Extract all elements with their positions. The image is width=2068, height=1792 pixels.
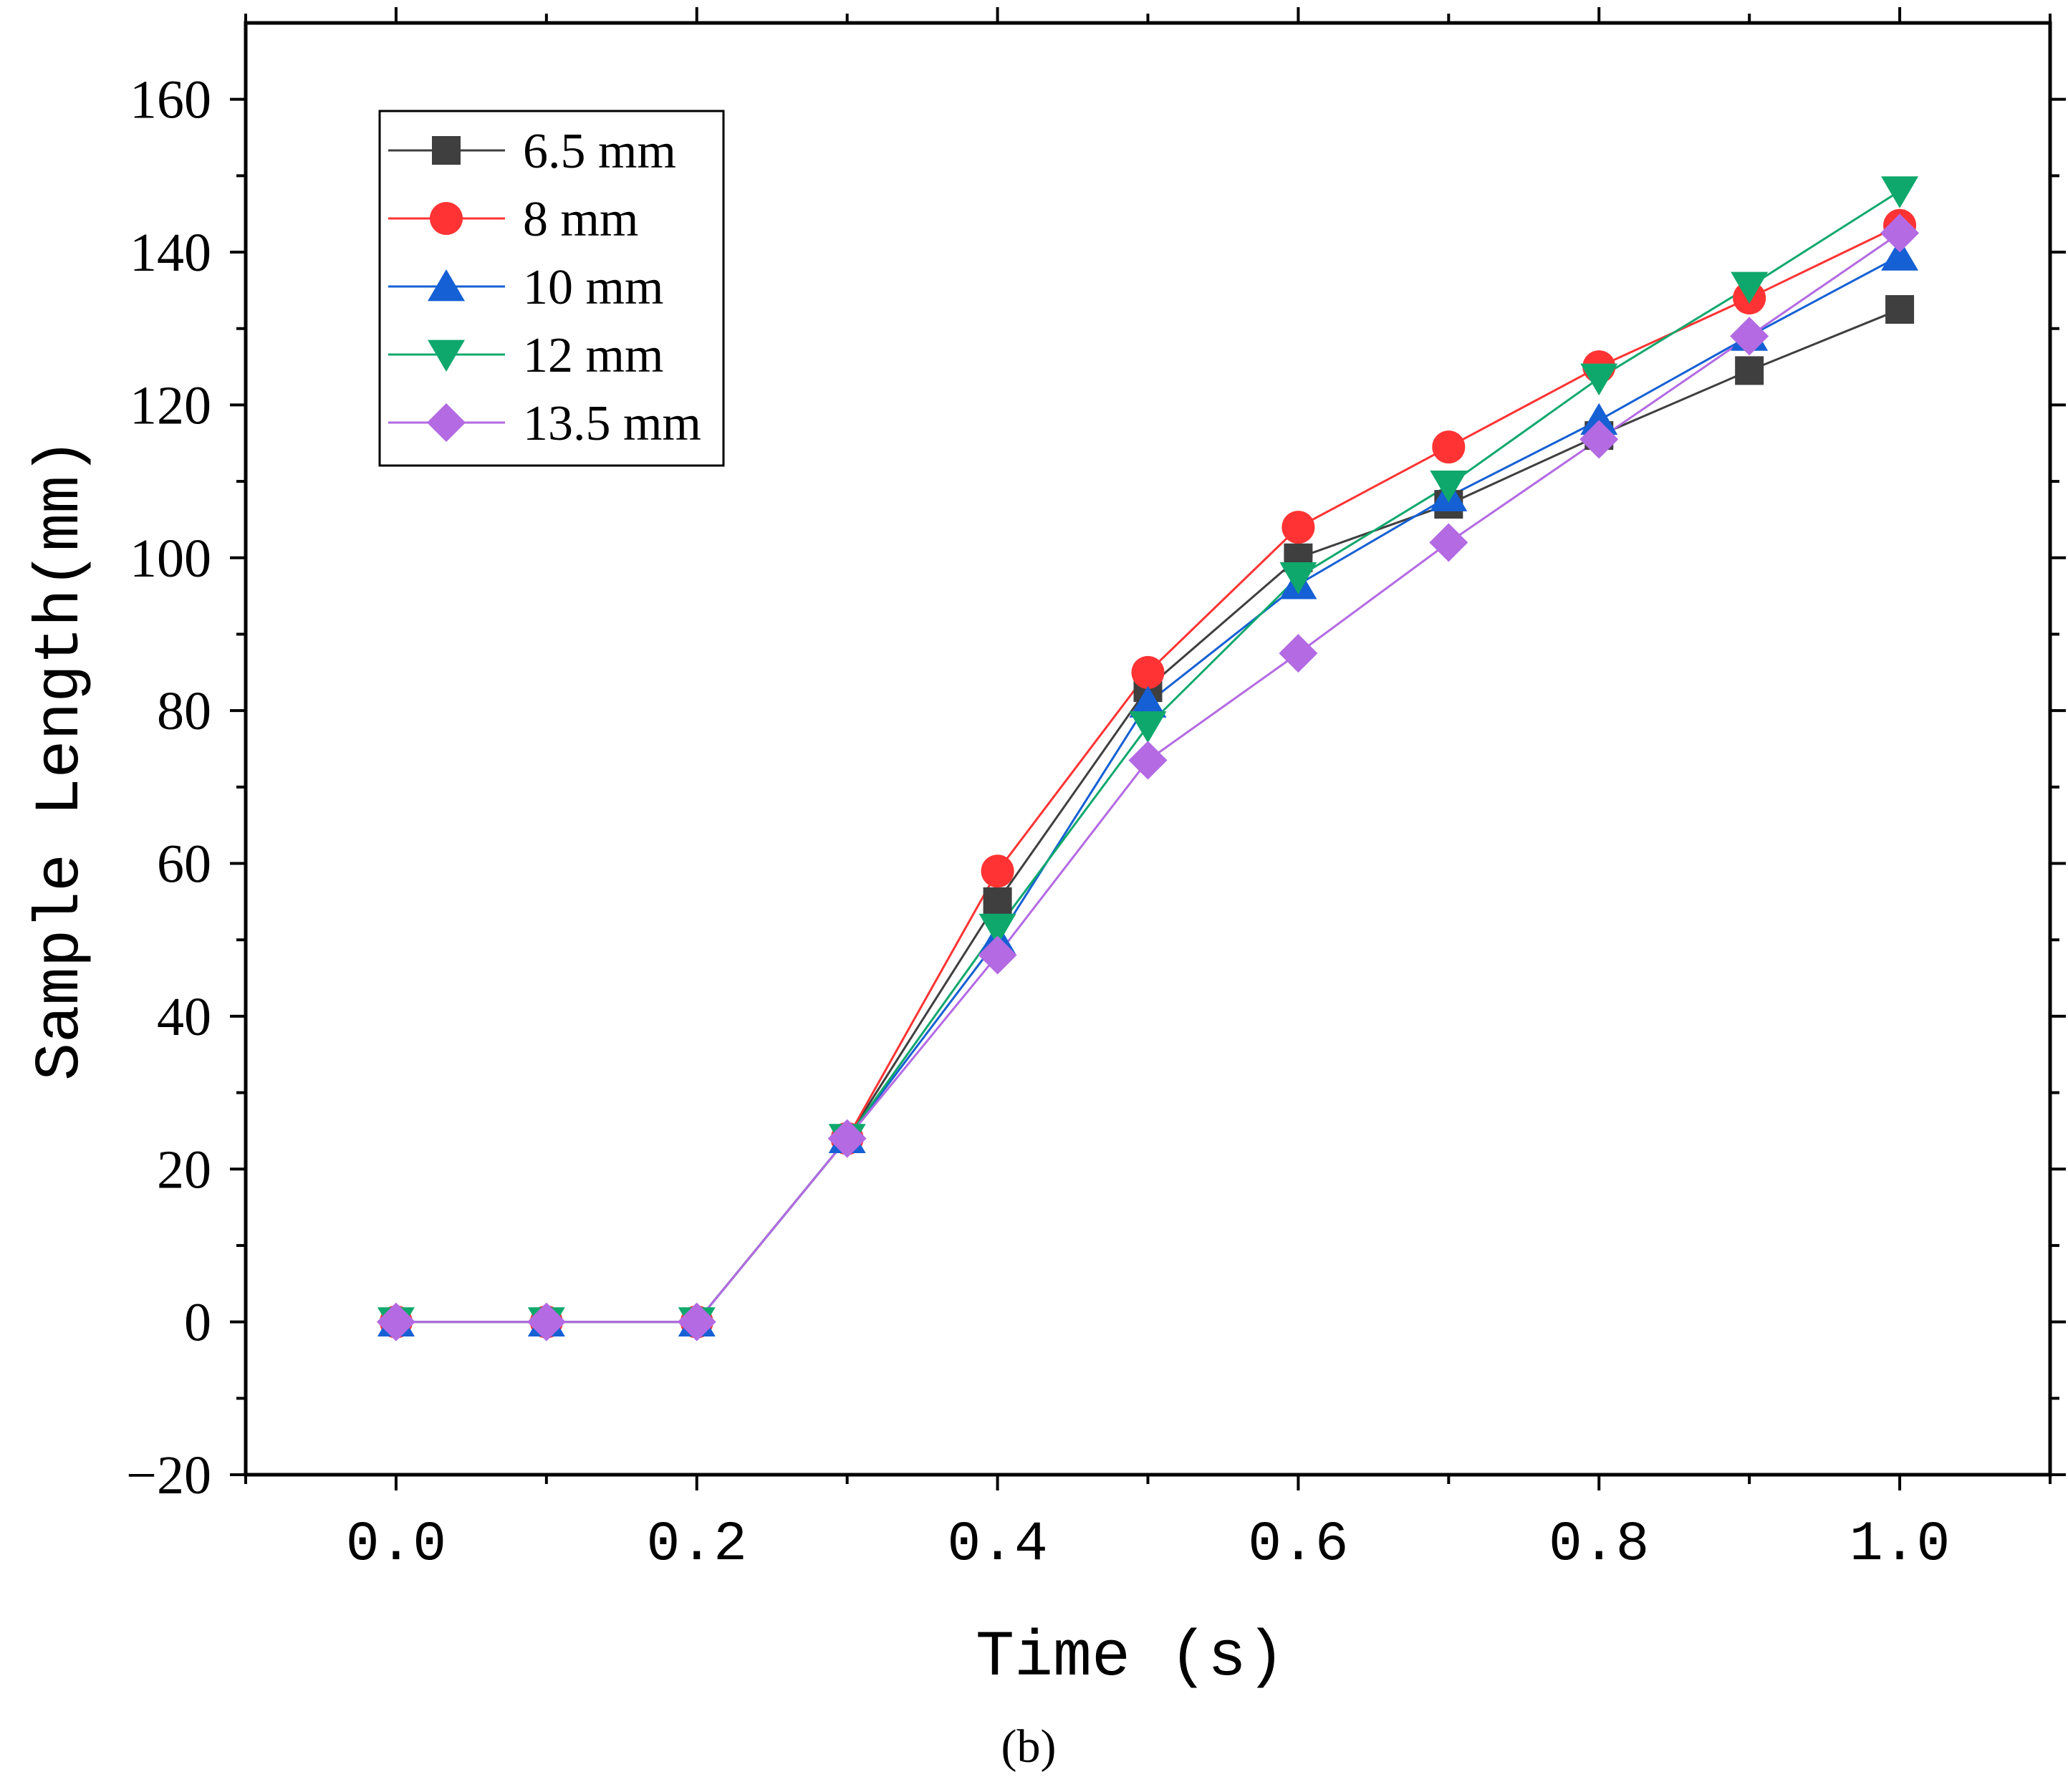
- data-point: [1731, 271, 1769, 304]
- y-tick-label: 120: [130, 375, 211, 435]
- data-point: [1281, 511, 1315, 544]
- legend-item: 13.5 mm: [388, 396, 701, 451]
- legend-marker: [427, 403, 466, 442]
- x-tick-label: 0.6: [1248, 1513, 1348, 1576]
- data-point: [1432, 430, 1466, 464]
- data-point: [1880, 213, 1920, 253]
- data-point: [1131, 655, 1165, 689]
- data-point: [1279, 562, 1317, 594]
- y-tick-label: 0: [184, 1293, 211, 1353]
- data-point: [1885, 295, 1915, 324]
- series-layer: [376, 176, 1920, 1341]
- data-point: [1580, 403, 1618, 435]
- y-tick-label: 140: [130, 223, 211, 283]
- legend-item: 6.5 mm: [388, 124, 676, 179]
- data-point: [1881, 176, 1919, 208]
- legend-marker: [432, 136, 461, 165]
- series-markers-13_5-mm: [376, 213, 1920, 1341]
- y-tick-label: 80: [157, 681, 211, 741]
- data-point: [1730, 317, 1769, 356]
- legend-label: 10 mm: [523, 260, 663, 315]
- data-point: [1580, 363, 1618, 396]
- legend-label: 8 mm: [523, 192, 638, 247]
- legend-label: 6.5 mm: [523, 124, 676, 179]
- x-tick-label: 0.0: [346, 1513, 446, 1576]
- data-point: [1128, 741, 1168, 780]
- data-point: [1881, 239, 1919, 271]
- legend-marker: [428, 269, 465, 302]
- legend-item: 12 mm: [388, 328, 663, 383]
- legend-label: 12 mm: [523, 328, 663, 383]
- data-point: [1735, 356, 1764, 385]
- x-tick-label: 0.4: [947, 1513, 1047, 1576]
- y-tick-label: −20: [126, 1445, 211, 1506]
- plot-area: 0.0 0.2 0.4 0.6 0.8 1.0 −20 0 20 40 60 80 100 120 140 1…: [126, 7, 2066, 1576]
- data-point: [981, 854, 1014, 888]
- y-tick-label: 100: [130, 529, 211, 589]
- data-point: [1129, 711, 1167, 743]
- x-tick-label: 0.8: [1549, 1513, 1649, 1576]
- x-tick-label: 1.0: [1850, 1513, 1950, 1576]
- data-point: [1129, 685, 1167, 718]
- legend-marker: [428, 339, 465, 372]
- data-point: [978, 913, 1016, 946]
- figure-caption: (b): [1001, 1720, 1057, 1773]
- x-axis-label: Time (s): [976, 1622, 1285, 1695]
- y-tick-label: 20: [157, 1140, 211, 1200]
- y-tick-label: 60: [157, 834, 211, 895]
- y-tick-label: 160: [130, 70, 211, 130]
- legend-item: 10 mm: [388, 260, 663, 315]
- data-point: [1579, 420, 1619, 459]
- data-point: [983, 887, 1012, 916]
- legend-marker: [430, 202, 463, 235]
- y-axis-label: Sample Length(mm): [26, 438, 97, 1081]
- data-point: [1429, 523, 1468, 562]
- legend-item: 8 mm: [388, 192, 638, 247]
- legend: 6.5 mm 8 mm 10 mm 12 mm 13.5 mm: [378, 110, 725, 467]
- y-tick-label: 40: [157, 987, 211, 1047]
- legend-label: 13.5 mm: [523, 396, 701, 451]
- x-tick-label: 0.2: [647, 1513, 747, 1576]
- data-point: [1430, 471, 1468, 503]
- data-point: [978, 935, 1017, 975]
- data-point: [526, 1302, 566, 1341]
- data-point: [827, 1119, 867, 1158]
- data-point: [376, 1302, 415, 1341]
- data-point: [1279, 634, 1318, 673]
- data-point: [677, 1302, 716, 1341]
